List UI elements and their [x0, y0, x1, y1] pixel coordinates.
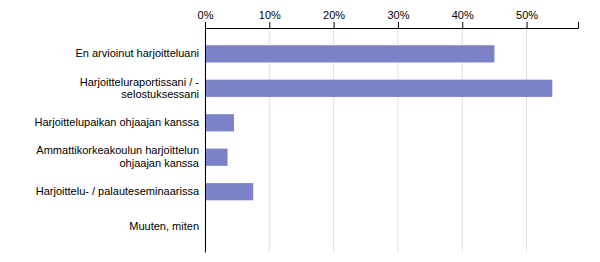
- y-tick-label: Harjoittelupaikan ohjaajan kanssa: [35, 116, 200, 128]
- y-tick-label-line: Ammattikorkeakoulun harjoittelun: [36, 144, 199, 156]
- bars: [205, 45, 552, 200]
- chart-container: 0% 10% 20% 30% 40% 50% En arvioinut harjoittel…: [0, 0, 600, 262]
- y-tick-label: Harjoittelu- / palauteseminaarissa: [36, 185, 200, 197]
- y-tick-label-line: Harjoitteluraportissani / -: [80, 76, 200, 88]
- x-tick: 10%: [259, 9, 281, 28]
- y-tick-label: En arvioinut harjoitteluani: [75, 47, 199, 59]
- grid-line: [526, 28, 527, 252]
- y-tick-label-line: selostuksessani: [121, 88, 199, 100]
- bar: [205, 45, 494, 62]
- bar: [205, 149, 228, 166]
- chart-svg: 0% 10% 20% 30% 40% 50% En arvioinut harjoittel…: [0, 0, 600, 262]
- y-axis-line: [205, 29, 206, 253]
- x-tick-label: 20%: [323, 9, 345, 21]
- y-tick-label-line: Harjoittelupaikan ohjaajan kanssa: [35, 116, 200, 128]
- y-tick-label-line: En arvioinut harjoitteluani: [75, 47, 199, 59]
- x-tick-label: 30%: [387, 9, 409, 21]
- x-tick-mark: [527, 22, 528, 28]
- x-tick: 40%: [452, 9, 474, 28]
- y-tick: Harjoittelu- / palauteseminaarissa: [36, 185, 205, 197]
- x-tick: 50%: [516, 9, 538, 28]
- y-tick: Harjoitteluraportissani / -selostuksessa…: [80, 76, 205, 101]
- grid-line: [205, 28, 206, 252]
- grid: [205, 28, 527, 252]
- y-tick: En arvioinut harjoitteluani: [75, 47, 205, 59]
- y-tick-label-line: Harjoittelu- / palauteseminaarissa: [36, 185, 200, 197]
- y-tick: Muuten, miten: [129, 220, 205, 232]
- x-tick-mark: [205, 22, 206, 28]
- x-tick: 0%: [198, 9, 214, 28]
- bar: [205, 80, 552, 97]
- y-tick-label: Muuten, miten: [129, 220, 199, 232]
- x-tick-mark: [269, 22, 270, 28]
- y-tick: Harjoittelupaikan ohjaajan kanssa: [35, 116, 206, 128]
- x-tick: 30%: [387, 9, 409, 28]
- y-tick-label: Ammattikorkeakoulun harjoittelunohjaajan…: [36, 144, 200, 169]
- y-tick-label: Harjoitteluraportissani / -selostuksessa…: [80, 76, 200, 101]
- x-tick-label: 50%: [516, 9, 538, 21]
- x-tick-label: 40%: [452, 9, 474, 21]
- x-tick-mark: [334, 22, 335, 28]
- x-axis-line: [206, 22, 579, 29]
- x-tick-label: 0%: [198, 9, 214, 21]
- plot-area: 0% 10% 20% 30% 40% 50% En arvioinut harjoittel…: [35, 9, 579, 253]
- x-tick-mark: [462, 22, 463, 28]
- bar: [205, 114, 234, 131]
- x-tick: 20%: [323, 9, 345, 28]
- y-tick-label-line: Muuten, miten: [129, 220, 199, 232]
- x-tick-label: 10%: [259, 9, 281, 21]
- y-axis: En arvioinut harjoitteluani Harjoittelura…: [35, 29, 206, 253]
- bar: [205, 183, 253, 200]
- x-tick-mark: [398, 22, 399, 28]
- y-tick-label-line: ohjaajan kanssa: [119, 157, 199, 169]
- y-tick: Ammattikorkeakoulun harjoittelunohjaajan…: [36, 144, 205, 169]
- x-axis: 0% 10% 20% 30% 40% 50%: [198, 9, 579, 29]
